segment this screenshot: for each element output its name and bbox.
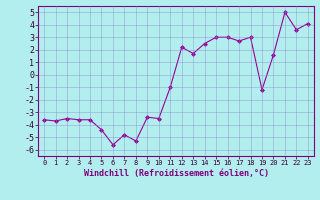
- X-axis label: Windchill (Refroidissement éolien,°C): Windchill (Refroidissement éolien,°C): [84, 169, 268, 178]
